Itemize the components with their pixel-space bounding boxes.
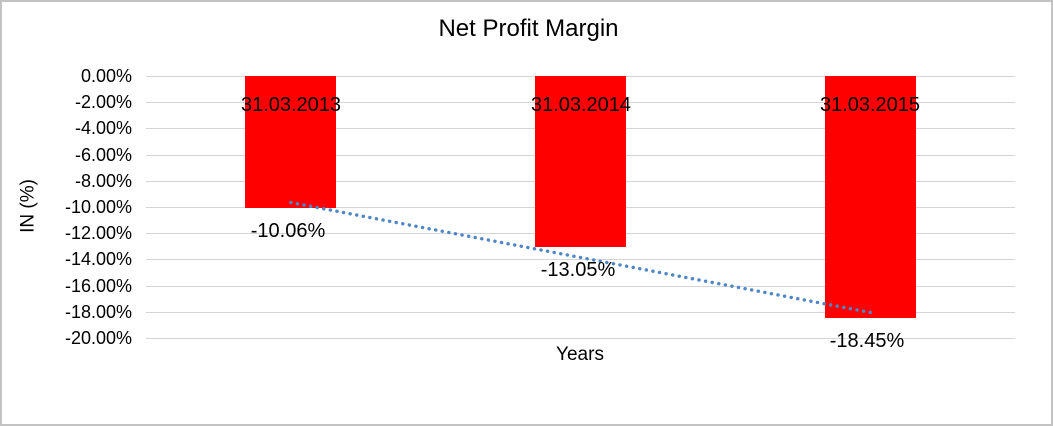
y-tick-label: -8.00% (74, 171, 132, 191)
bar-31.03.2013 (245, 76, 336, 208)
x-axis-title: Years (556, 344, 604, 365)
gridline (146, 338, 1015, 339)
y-tick-label: 0.00% (80, 66, 132, 86)
y-tick-label: -6.00% (74, 145, 132, 165)
category-label: 31.03.2013 (240, 94, 342, 116)
y-tick-label: -14.00% (64, 249, 132, 269)
y-tick-label: -18.00% (64, 302, 132, 322)
y-tick-label: -4.00% (74, 118, 132, 138)
data-label: -10.06% (250, 220, 326, 242)
y-tick-label: -12.00% (64, 223, 132, 243)
category-label: 31.03.2014 (530, 94, 632, 116)
y-tick-label: -10.00% (64, 197, 132, 217)
y-tick-label: -2.00% (74, 92, 132, 112)
category-label: 31.03.2015 (819, 94, 921, 116)
y-axis-title: IN (%) (17, 179, 39, 233)
y-tick-label: -16.00% (64, 276, 132, 296)
data-label: -13.05% (540, 259, 616, 281)
data-label: -18.45% (829, 330, 905, 352)
chart-title: Net Profit Margin (438, 15, 619, 42)
y-tick-label: -20.00% (64, 328, 132, 348)
